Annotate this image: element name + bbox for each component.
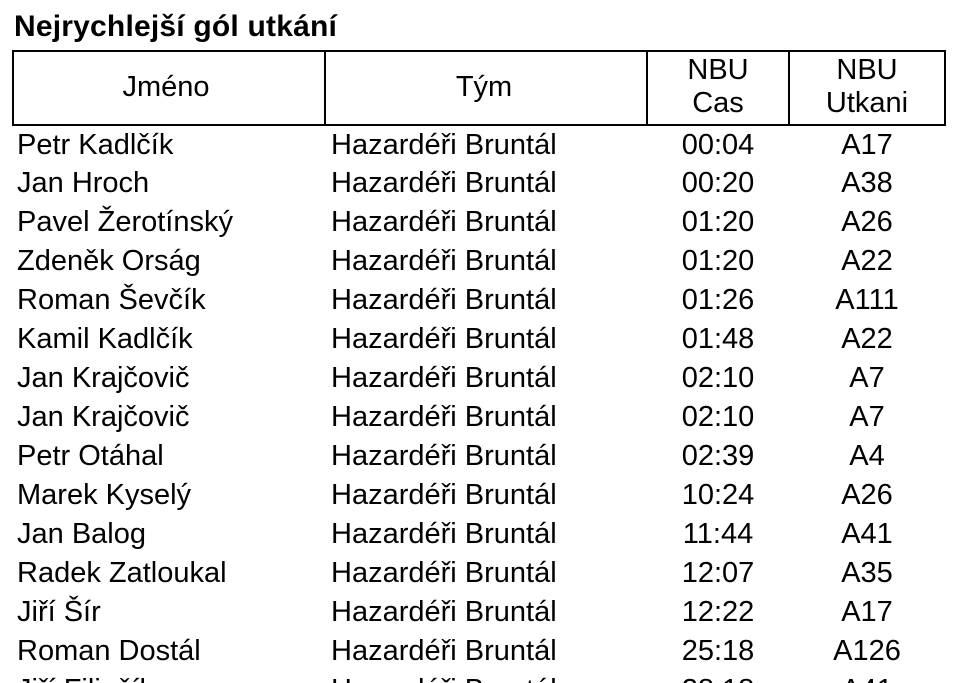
cell-player-name: Jiří Šír bbox=[13, 593, 325, 632]
cell-time: 01:20 bbox=[647, 203, 789, 242]
cell-time: 25:18 bbox=[647, 632, 789, 671]
cell-player-name: Jiří Filipčík bbox=[13, 671, 325, 683]
table-row: Jan BalogHazardéři Bruntál11:44A41 bbox=[13, 515, 945, 554]
cell-player-name: Jan Krajčovič bbox=[13, 398, 325, 437]
cell-team: Hazardéři Bruntál bbox=[325, 671, 647, 683]
cell-match: A26 bbox=[789, 203, 945, 242]
cell-time: 12:22 bbox=[647, 593, 789, 632]
col-header-match: NBU Utkani bbox=[789, 51, 945, 125]
table-row: Pavel ŽerotínskýHazardéři Bruntál01:20A2… bbox=[13, 203, 945, 242]
cell-match: A22 bbox=[789, 242, 945, 281]
table-row: Roman ŠevčíkHazardéři Bruntál01:26A111 bbox=[13, 281, 945, 320]
table-row: Kamil KadlčíkHazardéři Bruntál01:48A22 bbox=[13, 320, 945, 359]
cell-match: A26 bbox=[789, 476, 945, 515]
cell-match: A22 bbox=[789, 320, 945, 359]
cell-time: 02:10 bbox=[647, 359, 789, 398]
cell-team: Hazardéři Bruntál bbox=[325, 281, 647, 320]
cell-match: A7 bbox=[789, 398, 945, 437]
table-row: Jan KrajčovičHazardéři Bruntál02:10A7 bbox=[13, 359, 945, 398]
table-row: Jiří ŠírHazardéři Bruntál12:22A17 bbox=[13, 593, 945, 632]
page-title: Nejrychlejší gól utkání bbox=[14, 10, 948, 44]
cell-match: A35 bbox=[789, 554, 945, 593]
cell-team: Hazardéři Bruntál bbox=[325, 125, 647, 164]
cell-player-name: Petr Otáhal bbox=[13, 437, 325, 476]
cell-match: A111 bbox=[789, 281, 945, 320]
cell-team: Hazardéři Bruntál bbox=[325, 515, 647, 554]
cell-time: 28:18 bbox=[647, 671, 789, 683]
cell-player-name: Radek Zatloukal bbox=[13, 554, 325, 593]
table-row: Petr KadlčíkHazardéři Bruntál00:04A17 bbox=[13, 125, 945, 164]
table-header: Jméno Tým NBU Cas NBU Utkani bbox=[13, 51, 945, 125]
cell-time: 01:48 bbox=[647, 320, 789, 359]
col-header-team: Tým bbox=[325, 51, 647, 125]
cell-player-name: Jan Krajčovič bbox=[13, 359, 325, 398]
cell-team: Hazardéři Bruntál bbox=[325, 164, 647, 203]
cell-team: Hazardéři Bruntál bbox=[325, 437, 647, 476]
cell-time: 02:10 bbox=[647, 398, 789, 437]
cell-team: Hazardéři Bruntál bbox=[325, 554, 647, 593]
cell-match: A41 bbox=[789, 515, 945, 554]
cell-team: Hazardéři Bruntál bbox=[325, 398, 647, 437]
cell-player-name: Marek Kyselý bbox=[13, 476, 325, 515]
col-header-time: NBU Cas bbox=[647, 51, 789, 125]
cell-match: A4 bbox=[789, 437, 945, 476]
fastest-goal-table: Jméno Tým NBU Cas NBU Utkani Petr Kadlčí… bbox=[12, 50, 946, 683]
cell-match: A126 bbox=[789, 632, 945, 671]
table-header-row: Jméno Tým NBU Cas NBU Utkani bbox=[13, 51, 945, 125]
col-header-name: Jméno bbox=[13, 51, 325, 125]
cell-time: 10:24 bbox=[647, 476, 789, 515]
cell-time: 02:39 bbox=[647, 437, 789, 476]
cell-team: Hazardéři Bruntál bbox=[325, 203, 647, 242]
cell-team: Hazardéři Bruntál bbox=[325, 242, 647, 281]
cell-player-name: Jan Hroch bbox=[13, 164, 325, 203]
table-row: Petr OtáhalHazardéři Bruntál02:39A4 bbox=[13, 437, 945, 476]
cell-player-name: Kamil Kadlčík bbox=[13, 320, 325, 359]
fastest-goal-table-page: Nejrychlejší gól utkání Jméno Tým NBU Ca… bbox=[0, 0, 960, 683]
cell-match: A17 bbox=[789, 125, 945, 164]
table-row: Radek ZatloukalHazardéři Bruntál12:07A35 bbox=[13, 554, 945, 593]
cell-match: A41 bbox=[789, 671, 945, 683]
table-row: Jiří FilipčíkHazardéři Bruntál28:18A41 bbox=[13, 671, 945, 683]
cell-time: 00:04 bbox=[647, 125, 789, 164]
cell-team: Hazardéři Bruntál bbox=[325, 320, 647, 359]
cell-team: Hazardéři Bruntál bbox=[325, 593, 647, 632]
table-row: Zdeněk OrságHazardéři Bruntál01:20A22 bbox=[13, 242, 945, 281]
cell-player-name: Roman Ševčík bbox=[13, 281, 325, 320]
cell-team: Hazardéři Bruntál bbox=[325, 476, 647, 515]
cell-team: Hazardéři Bruntál bbox=[325, 359, 647, 398]
cell-player-name: Pavel Žerotínský bbox=[13, 203, 325, 242]
table-row: Roman DostálHazardéři Bruntál25:18A126 bbox=[13, 632, 945, 671]
table-row: Marek KyselýHazardéři Bruntál10:24A26 bbox=[13, 476, 945, 515]
cell-time: 11:44 bbox=[647, 515, 789, 554]
cell-match: A17 bbox=[789, 593, 945, 632]
cell-time: 12:07 bbox=[647, 554, 789, 593]
cell-match: A7 bbox=[789, 359, 945, 398]
table-body: Petr KadlčíkHazardéři Bruntál00:04A17Jan… bbox=[13, 125, 945, 683]
cell-match: A38 bbox=[789, 164, 945, 203]
table-row: Jan KrajčovičHazardéři Bruntál02:10A7 bbox=[13, 398, 945, 437]
cell-time: 01:26 bbox=[647, 281, 789, 320]
cell-team: Hazardéři Bruntál bbox=[325, 632, 647, 671]
cell-player-name: Petr Kadlčík bbox=[13, 125, 325, 164]
cell-time: 01:20 bbox=[647, 242, 789, 281]
cell-player-name: Roman Dostál bbox=[13, 632, 325, 671]
cell-time: 00:20 bbox=[647, 164, 789, 203]
cell-player-name: Zdeněk Orság bbox=[13, 242, 325, 281]
cell-player-name: Jan Balog bbox=[13, 515, 325, 554]
table-row: Jan HrochHazardéři Bruntál00:20A38 bbox=[13, 164, 945, 203]
